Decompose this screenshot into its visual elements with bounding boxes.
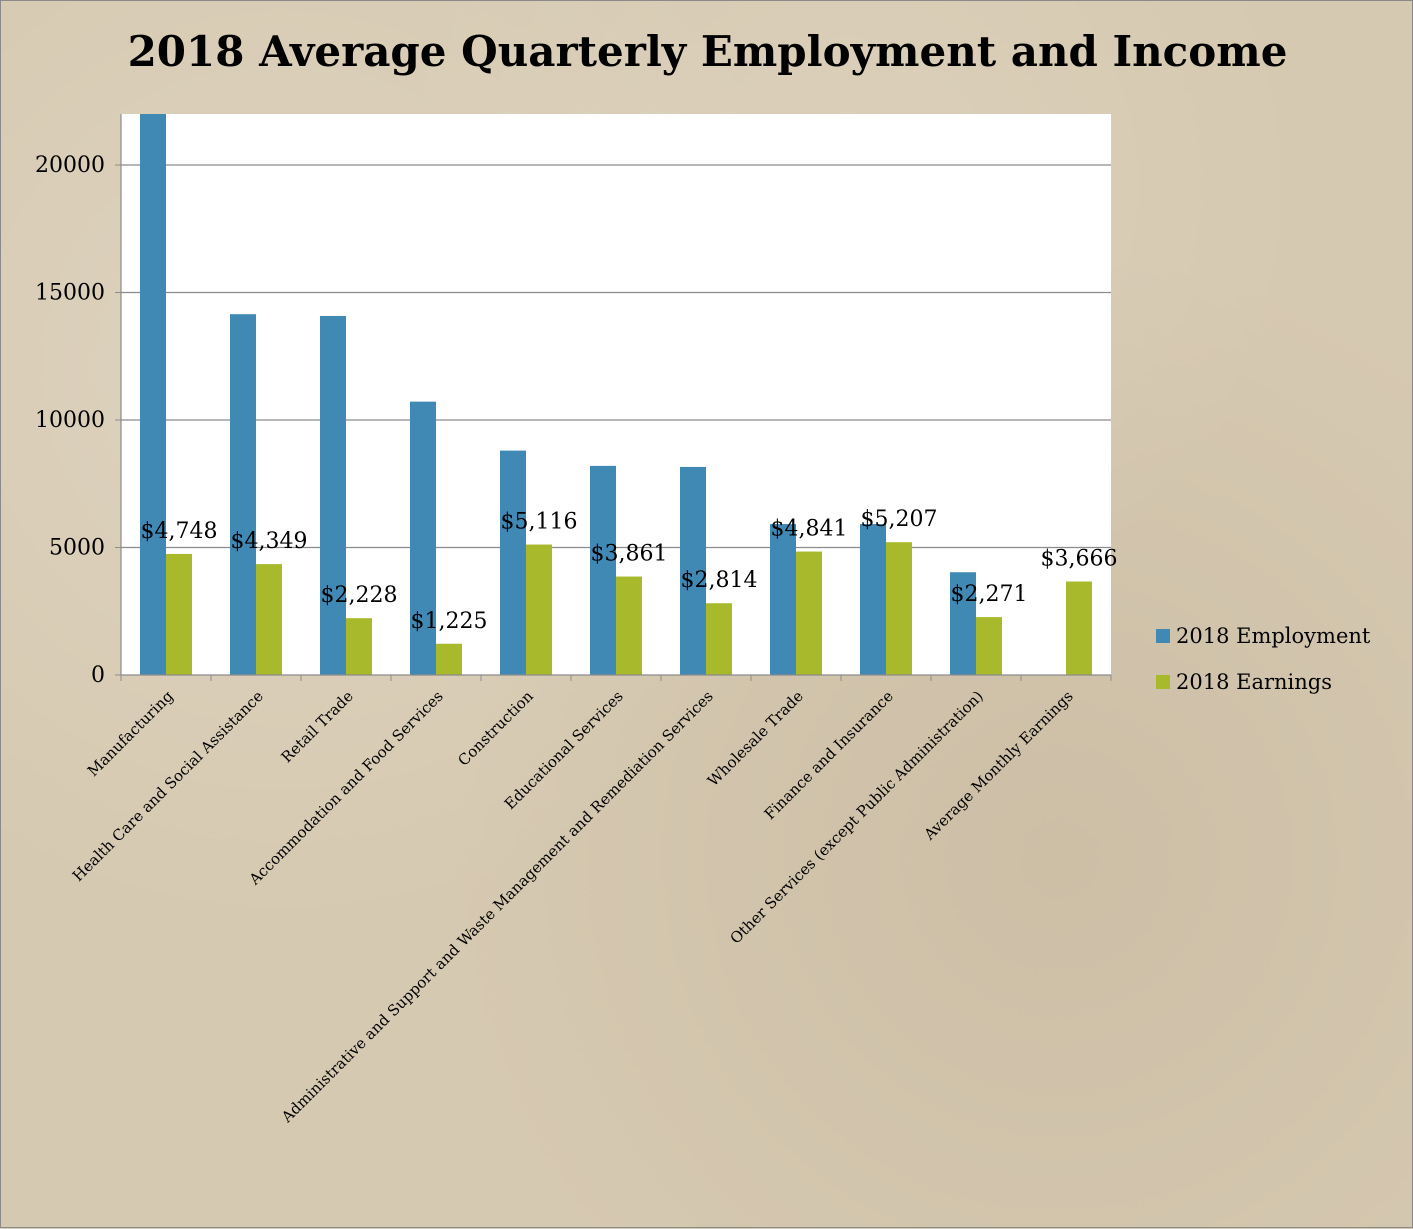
data-label-earnings: $4,748 bbox=[141, 519, 218, 544]
bar-earnings bbox=[796, 551, 822, 675]
bar-earnings bbox=[616, 576, 642, 675]
bar-employment bbox=[590, 465, 616, 675]
data-label-earnings: $5,207 bbox=[861, 507, 938, 532]
bar-earnings bbox=[976, 617, 1002, 675]
bar-employment bbox=[500, 450, 526, 675]
bar-earnings bbox=[166, 553, 192, 675]
x-category-label: Construction bbox=[454, 687, 537, 770]
legend: 2018 Employment 2018 Earnings bbox=[1156, 621, 1370, 713]
bar-employment bbox=[410, 401, 436, 675]
data-label-earnings: $1,225 bbox=[411, 609, 488, 634]
bar-earnings bbox=[706, 603, 732, 675]
bar-employment bbox=[950, 572, 976, 675]
y-tick-label: 15000 bbox=[35, 281, 105, 306]
legend-item-earnings: 2018 Earnings bbox=[1156, 667, 1370, 697]
bar-employment bbox=[230, 314, 256, 675]
data-label-earnings: $2,228 bbox=[321, 583, 398, 608]
legend-label-employment: 2018 Employment bbox=[1176, 624, 1371, 648]
data-label-earnings: $5,116 bbox=[501, 510, 578, 535]
data-label-earnings: $4,349 bbox=[231, 529, 308, 554]
x-category-label: Accommodation and Food Services bbox=[245, 687, 447, 889]
y-tick-label: 10000 bbox=[35, 408, 105, 433]
data-label-earnings: $2,814 bbox=[681, 568, 758, 593]
legend-swatch-earnings bbox=[1156, 675, 1170, 689]
bar-earnings bbox=[526, 544, 552, 675]
y-tick-label: 0 bbox=[91, 663, 105, 688]
bar-employment bbox=[320, 315, 346, 675]
bar-employment bbox=[140, 114, 166, 675]
bar-earnings bbox=[256, 564, 282, 675]
bar-earnings bbox=[436, 643, 462, 675]
data-label-earnings: $2,271 bbox=[951, 582, 1028, 607]
y-tick-label: 20000 bbox=[35, 153, 105, 178]
x-category-label: Wholesale Trade bbox=[704, 687, 807, 790]
data-label-earnings: $4,841 bbox=[771, 517, 848, 542]
bar-earnings bbox=[346, 618, 372, 675]
bar-earnings bbox=[886, 542, 912, 675]
bar-earnings bbox=[1066, 581, 1092, 675]
x-category-label: Health Care and Social Assistance bbox=[69, 687, 267, 885]
x-category-label: Administrative and Support and Waste Man… bbox=[277, 687, 717, 1127]
data-label-earnings: $3,666 bbox=[1041, 547, 1118, 572]
legend-label-earnings: 2018 Earnings bbox=[1176, 670, 1332, 694]
legend-swatch-employment bbox=[1156, 629, 1170, 643]
x-category-label: Retail Trade bbox=[278, 687, 357, 766]
y-tick-label: 5000 bbox=[49, 536, 105, 561]
bar-employment bbox=[860, 524, 886, 675]
bar-employment bbox=[770, 524, 796, 675]
legend-item-employment: 2018 Employment bbox=[1156, 621, 1370, 651]
chart-title: 2018 Average Quarterly Employment and In… bbox=[127, 27, 1288, 76]
bar-employment bbox=[680, 466, 706, 675]
x-category-label: Average Monthly Earnings bbox=[920, 687, 1077, 844]
x-category-label: Manufacturing bbox=[84, 687, 177, 780]
data-label-earnings: $3,861 bbox=[591, 542, 668, 567]
